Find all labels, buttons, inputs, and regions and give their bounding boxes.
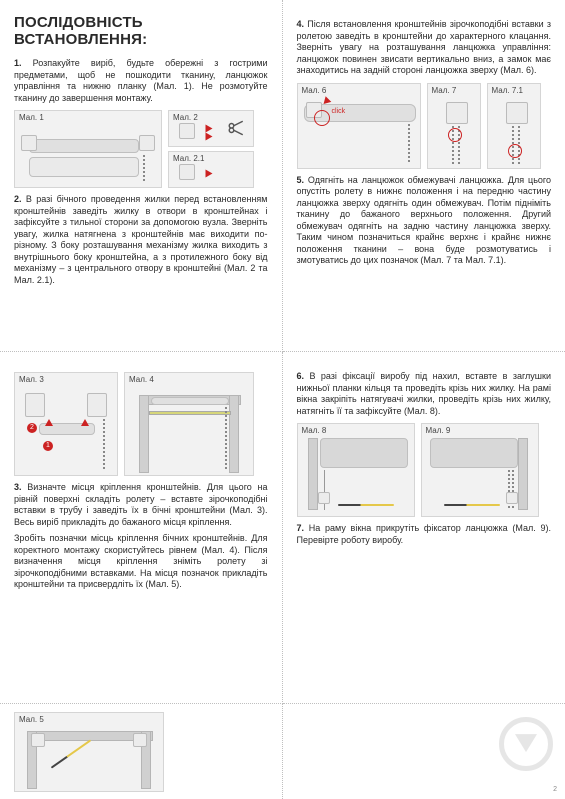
step-3-num: 3. xyxy=(14,482,22,492)
figure-3-label: Мал. 3 xyxy=(19,375,44,384)
step-4-text: Після встановлення кронштейнів зірочкопо… xyxy=(297,19,552,75)
step-2-num: 2. xyxy=(14,194,22,204)
section-bottom-left: Мал. 5 xyxy=(0,704,283,799)
step-3b: Зробіть позначки місць кріплення бічних … xyxy=(14,533,268,591)
scissors-icon xyxy=(227,119,245,137)
step-6: 6. В разі фіксації виробу під нахил, вст… xyxy=(297,371,552,417)
step-1-num: 1. xyxy=(14,58,22,68)
watermark-icon xyxy=(499,717,553,771)
section-mid-left: Мал. 3 1 2 Мал. 4 3. Визначте xyxy=(0,352,283,704)
fig-row-3-4: Мал. 3 1 2 Мал. 4 xyxy=(14,372,268,476)
page-title: ПОСЛІДОВНІСТЬ ВСТАНОВЛЕННЯ: xyxy=(14,14,268,48)
step-5: 5. Одягніть на ланцюжок обмежувачі ланцю… xyxy=(297,175,552,267)
figure-1: Мал. 1 xyxy=(14,110,162,188)
step-3a: 3. Визначте місця кріплення кронштейнів.… xyxy=(14,482,268,528)
badge-2: 2 xyxy=(27,423,37,433)
figure-4: Мал. 4 xyxy=(124,372,254,476)
section-top-left: ПОСЛІДОВНІСТЬ ВСТАНОВЛЕННЯ: 1. Розпакуйт… xyxy=(0,0,283,352)
step-3a-text: Визначте місця кріплення кронштейнів. Дл… xyxy=(14,482,268,527)
figure-7: Мал. 7 xyxy=(427,83,481,169)
figure-5-label: Мал. 5 xyxy=(19,715,44,724)
figure-2: Мал. 2 xyxy=(168,110,254,147)
step-2-text: В разі бічного проведення жилки перед вс… xyxy=(14,194,268,285)
figure-9-label: Мал. 9 xyxy=(426,426,451,435)
step-1: 1. Розпакуйте виріб, будьте обережні з г… xyxy=(14,58,268,104)
step-4-num: 4. xyxy=(297,19,305,29)
figure-9: Мал. 9 xyxy=(421,423,539,517)
figure-7-1-label: Мал. 7.1 xyxy=(492,86,523,95)
step-2: 2. В разі бічного проведення жилки перед… xyxy=(14,194,268,286)
figure-1-label: Мал. 1 xyxy=(19,113,44,122)
step-7-num: 7. xyxy=(297,523,305,533)
step-5-num: 5. xyxy=(297,175,305,185)
figure-7-1: Мал. 7.1 xyxy=(487,83,541,169)
figure-2-1-label: Мал. 2.1 xyxy=(173,154,204,163)
fig-row-1-2: Мал. 1 Мал. 2 Мал. 2.1 xyxy=(14,110,268,188)
fig-row-8-9: Мал. 8 Мал. 9 xyxy=(297,423,552,517)
step-7: 7. На раму вікна прикрутіть фіксатор лан… xyxy=(297,523,552,546)
figure-3: Мал. 3 1 2 xyxy=(14,372,118,476)
figure-2-label: Мал. 2 xyxy=(173,113,198,122)
badge-1: 1 xyxy=(43,441,53,451)
figure-8-label: Мал. 8 xyxy=(302,426,327,435)
click-label: click xyxy=(332,108,346,115)
figure-7-label: Мал. 7 xyxy=(432,86,457,95)
step-7-text: На раму вікна прикрутіть фіксатор ланцюж… xyxy=(297,523,552,545)
step-6-num: 6. xyxy=(297,371,305,381)
step-5-text: Одягніть на ланцюжок обмежувачі ланцюжка… xyxy=(297,175,552,266)
figure-4-label: Мал. 4 xyxy=(129,375,154,384)
section-bottom-right xyxy=(283,704,565,799)
step-6-text: В разі фіксації виробу під нахил, вставт… xyxy=(297,371,552,416)
step-4: 4. Після встановлення кронштейнів зірочк… xyxy=(297,19,552,77)
figure-5: Мал. 5 xyxy=(14,712,164,792)
figure-2-1: Мал. 2.1 xyxy=(168,151,254,188)
step-1-text: Розпакуйте виріб, будьте обережні з гост… xyxy=(14,58,268,103)
figure-6-label: Мал. 6 xyxy=(302,86,327,95)
page-number: 2 xyxy=(553,786,557,793)
fig-row-6-7: Мал. 6 click Мал. 7 Мал. 7.1 xyxy=(297,83,552,169)
section-top-right: 4. Після встановлення кронштейнів зірочк… xyxy=(283,0,565,352)
section-mid-right: 6. В разі фіксації виробу під нахил, вст… xyxy=(283,352,565,704)
figure-6: Мал. 6 click xyxy=(297,83,421,169)
figure-8: Мал. 8 xyxy=(297,423,415,517)
